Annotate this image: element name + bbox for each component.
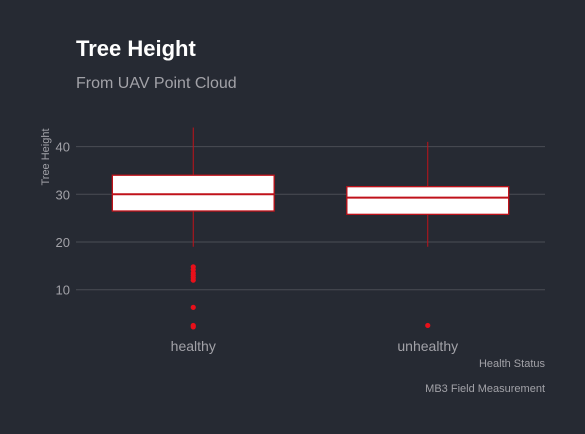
y-tick-labels: 10 20 30 40 [56, 140, 70, 298]
box-series [111, 127, 510, 330]
chart-subtitle: From UAV Point Cloud [76, 75, 237, 92]
outlier-point [190, 264, 196, 270]
box-healthy [111, 127, 275, 330]
y-tick-label-40: 40 [56, 140, 70, 155]
outlier-point [190, 304, 196, 310]
box-unhealthy [346, 141, 510, 329]
x-tick-label-healthy: healthy [171, 338, 216, 354]
y-tick-label-10: 10 [56, 283, 70, 298]
outlier-point [190, 322, 196, 329]
chart-caption: MB3 Field Measurement [425, 383, 545, 395]
y-tick-label-30: 30 [56, 187, 70, 202]
y-tick-label-20: 20 [56, 235, 70, 250]
y-axis-title: Tree Height [40, 128, 52, 185]
grid-lines [76, 146, 545, 291]
outlier-point [425, 322, 431, 329]
iqr-box [346, 186, 510, 215]
iqr-box [111, 174, 275, 212]
chart-title: Tree Height [76, 36, 196, 61]
x-tick-labels: healthy unhealthy [171, 338, 458, 354]
x-tick-label-unhealthy: unhealthy [397, 338, 458, 354]
x-axis-title: Health Status [479, 358, 546, 370]
